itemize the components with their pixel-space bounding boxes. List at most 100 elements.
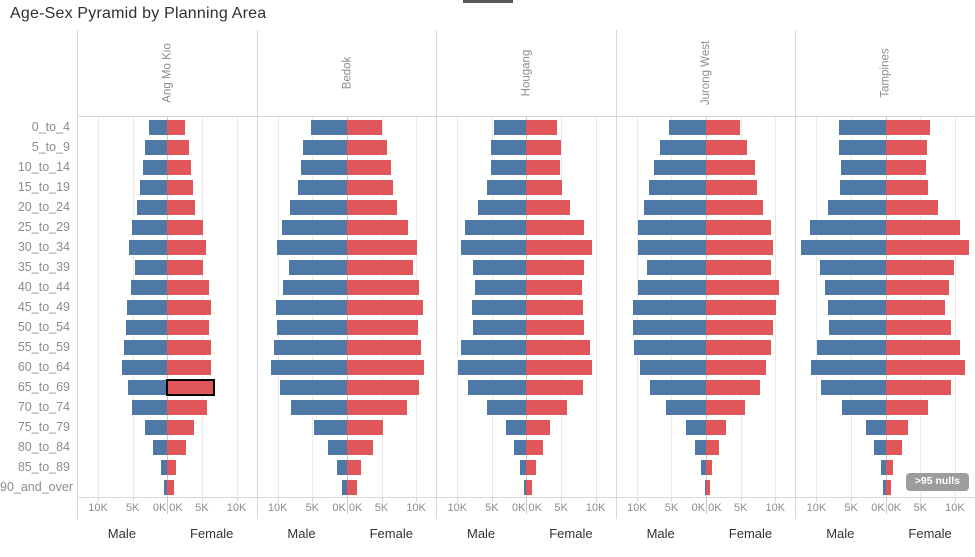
male-bar[interactable]: [633, 299, 707, 315]
male-bar[interactable]: [520, 459, 527, 475]
male-bar[interactable]: [839, 139, 886, 155]
male-bar[interactable]: [124, 339, 168, 355]
male-bar[interactable]: [145, 419, 168, 435]
male-bar[interactable]: [468, 379, 527, 395]
male-bar[interactable]: [281, 219, 347, 235]
male-bar[interactable]: [704, 479, 707, 495]
male-bar[interactable]: [648, 179, 707, 195]
male-bar[interactable]: [493, 119, 527, 135]
female-bar[interactable]: [526, 119, 557, 135]
male-bar[interactable]: [639, 359, 707, 375]
male-bar[interactable]: [873, 439, 886, 455]
female-bar[interactable]: [526, 139, 562, 155]
female-bar[interactable]: [167, 459, 177, 475]
female-bar[interactable]: [885, 399, 928, 415]
male-bar[interactable]: [665, 399, 707, 415]
male-bar[interactable]: [478, 199, 527, 215]
female-bar[interactable]: [885, 479, 892, 495]
female-bar[interactable]: [885, 259, 954, 275]
male-bar[interactable]: [303, 139, 347, 155]
male-bar[interactable]: [810, 359, 886, 375]
female-bar[interactable]: [167, 299, 211, 315]
male-bar[interactable]: [865, 419, 886, 435]
highlighted-female-bar[interactable]: [166, 378, 215, 396]
female-bar[interactable]: [346, 379, 419, 395]
female-bar[interactable]: [885, 439, 902, 455]
male-bar[interactable]: [270, 359, 347, 375]
female-bar[interactable]: [706, 119, 740, 135]
male-bar[interactable]: [279, 379, 347, 395]
male-bar[interactable]: [276, 299, 347, 315]
female-bar[interactable]: [526, 419, 551, 435]
female-bar[interactable]: [706, 279, 780, 295]
male-bar[interactable]: [882, 479, 886, 495]
male-bar[interactable]: [487, 399, 527, 415]
female-bar[interactable]: [346, 259, 413, 275]
female-bar[interactable]: [706, 239, 773, 255]
male-bar[interactable]: [637, 279, 707, 295]
male-bar[interactable]: [290, 199, 347, 215]
female-bar[interactable]: [346, 219, 409, 235]
female-bar[interactable]: [885, 139, 928, 155]
male-bar[interactable]: [524, 479, 527, 495]
female-bar[interactable]: [885, 119, 930, 135]
female-bar[interactable]: [885, 339, 961, 355]
female-bar[interactable]: [346, 299, 424, 315]
female-bar[interactable]: [885, 219, 960, 235]
female-bar[interactable]: [167, 279, 209, 295]
female-bar[interactable]: [346, 179, 394, 195]
male-bar[interactable]: [491, 139, 527, 155]
male-bar[interactable]: [300, 159, 347, 175]
male-bar[interactable]: [148, 119, 168, 135]
male-bar[interactable]: [161, 459, 168, 475]
male-bar[interactable]: [828, 199, 886, 215]
female-bar[interactable]: [526, 399, 567, 415]
male-bar[interactable]: [686, 419, 707, 435]
female-bar[interactable]: [346, 319, 419, 335]
male-bar[interactable]: [473, 259, 527, 275]
male-bar[interactable]: [840, 179, 886, 195]
female-bar[interactable]: [346, 279, 419, 295]
female-bar[interactable]: [526, 159, 561, 175]
female-bar[interactable]: [346, 159, 391, 175]
male-bar[interactable]: [143, 159, 168, 175]
female-bar[interactable]: [706, 139, 747, 155]
male-bar[interactable]: [701, 459, 707, 475]
female-bar[interactable]: [167, 319, 209, 335]
female-bar[interactable]: [526, 259, 584, 275]
female-bar[interactable]: [167, 179, 193, 195]
male-bar[interactable]: [127, 299, 168, 315]
female-bar[interactable]: [885, 179, 928, 195]
female-bar[interactable]: [526, 219, 584, 235]
female-bar[interactable]: [706, 339, 772, 355]
male-bar[interactable]: [136, 199, 168, 215]
female-bar[interactable]: [346, 419, 383, 435]
male-bar[interactable]: [838, 119, 886, 135]
female-bar[interactable]: [885, 279, 950, 295]
female-bar[interactable]: [346, 459, 362, 475]
female-bar[interactable]: [526, 239, 592, 255]
female-bar[interactable]: [706, 459, 712, 475]
female-bar[interactable]: [346, 439, 374, 455]
female-bar[interactable]: [346, 139, 388, 155]
male-bar[interactable]: [282, 279, 347, 295]
female-bar[interactable]: [167, 399, 208, 415]
female-bar[interactable]: [706, 319, 773, 335]
female-bar[interactable]: [706, 479, 710, 495]
male-bar[interactable]: [633, 319, 707, 335]
male-bar[interactable]: [471, 299, 527, 315]
male-bar[interactable]: [634, 339, 707, 355]
female-bar[interactable]: [706, 219, 772, 235]
male-bar[interactable]: [828, 319, 886, 335]
male-bar[interactable]: [660, 139, 707, 155]
female-bar[interactable]: [346, 199, 398, 215]
male-bar[interactable]: [819, 259, 886, 275]
male-bar[interactable]: [842, 399, 886, 415]
female-bar[interactable]: [706, 359, 767, 375]
male-bar[interactable]: [126, 319, 168, 335]
male-bar[interactable]: [327, 439, 347, 455]
male-bar[interactable]: [127, 379, 168, 395]
male-bar[interactable]: [474, 279, 527, 295]
female-bar[interactable]: [167, 119, 185, 135]
male-bar[interactable]: [121, 359, 168, 375]
